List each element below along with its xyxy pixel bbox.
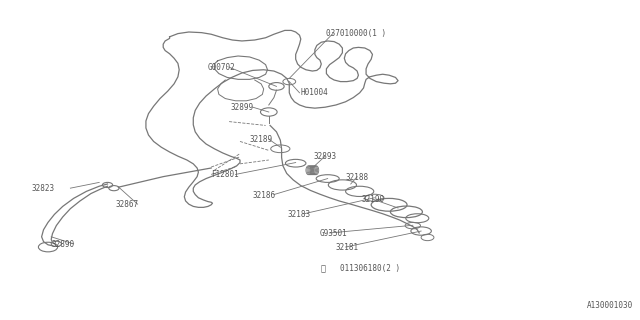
Text: 011306180(2 ): 011306180(2 ) bbox=[340, 264, 401, 273]
Text: 32867: 32867 bbox=[115, 200, 138, 209]
Text: 32181: 32181 bbox=[336, 244, 359, 252]
Text: 32893: 32893 bbox=[314, 152, 337, 161]
Text: 32183: 32183 bbox=[288, 210, 311, 219]
Text: 32890: 32890 bbox=[51, 240, 74, 249]
Text: 32186: 32186 bbox=[253, 191, 276, 200]
Text: G00702: G00702 bbox=[208, 63, 236, 72]
Text: A130001030: A130001030 bbox=[588, 301, 634, 310]
Text: 037010000(1 ): 037010000(1 ) bbox=[326, 29, 387, 38]
Text: H01004: H01004 bbox=[301, 88, 328, 97]
Text: 32899: 32899 bbox=[230, 103, 253, 112]
Text: G93501: G93501 bbox=[320, 229, 348, 238]
Text: 32189: 32189 bbox=[250, 135, 273, 144]
Text: F12801: F12801 bbox=[211, 170, 239, 179]
Text: 32823: 32823 bbox=[32, 184, 55, 193]
Text: 32188: 32188 bbox=[346, 173, 369, 182]
Text: 32190: 32190 bbox=[362, 196, 385, 204]
Text: Ⓑ: Ⓑ bbox=[321, 264, 326, 273]
